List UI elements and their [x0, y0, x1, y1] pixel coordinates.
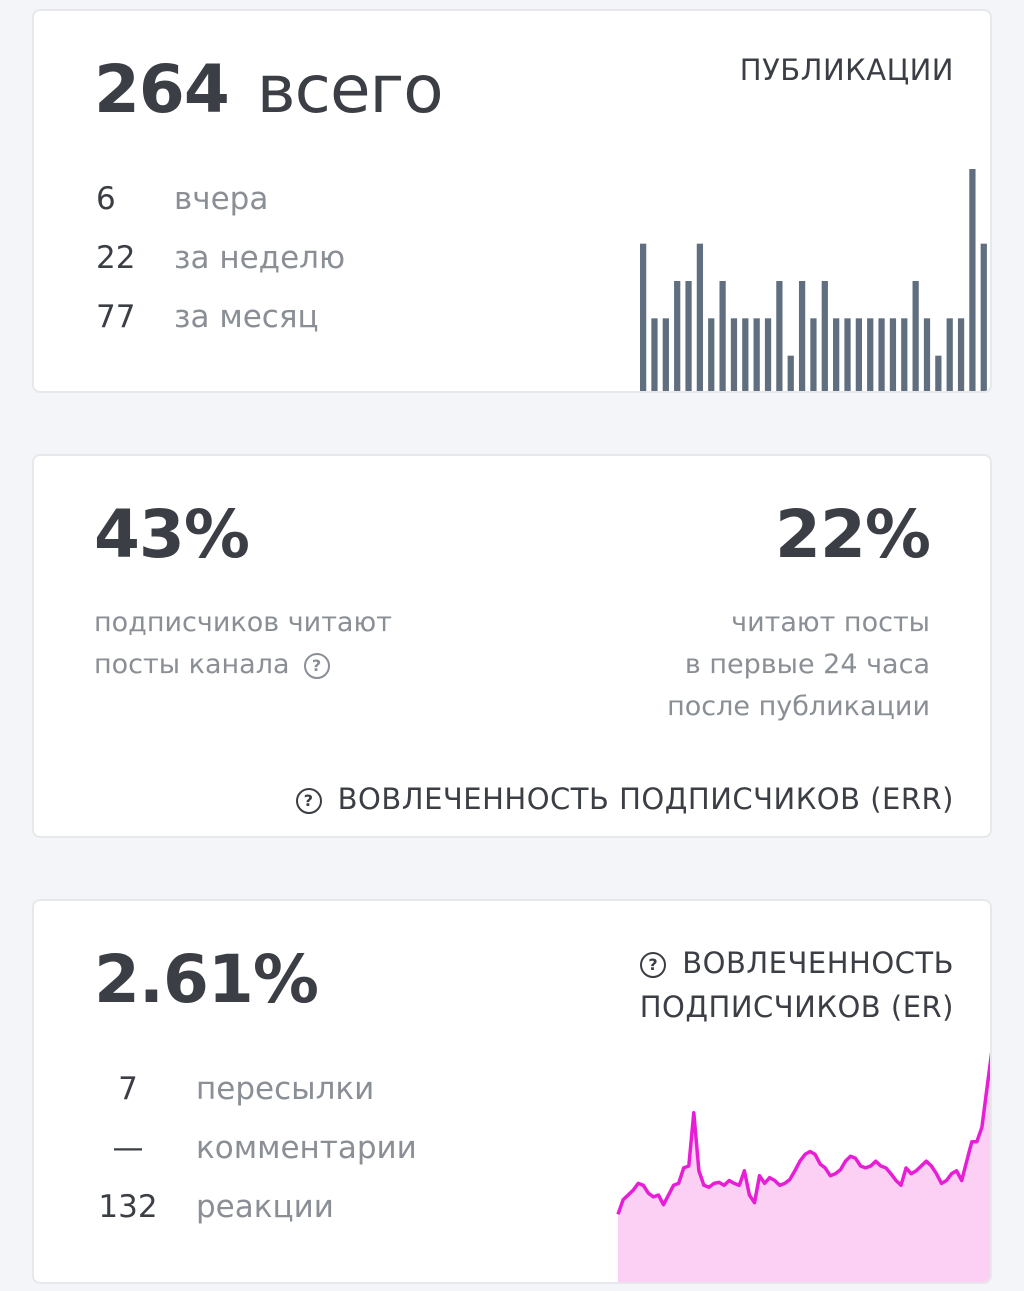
bar-21	[867, 318, 874, 391]
er-title[interactable]: ? ВОВЛЕЧЕННОСТЬ ПОДПИСЧИКОВ (ER)	[640, 941, 954, 1029]
bar-26	[923, 318, 931, 391]
bar-19	[844, 318, 851, 391]
bar-23	[889, 318, 897, 391]
bar-11	[753, 318, 760, 391]
stat-label: вчера	[174, 181, 269, 217]
reach-description: подписчиков читают посты канала?	[94, 602, 392, 686]
bar-13	[776, 281, 783, 391]
question-icon[interactable]: ?	[303, 652, 330, 679]
er-card: 2.61% ? ВОВЛЕЧЕННОСТЬ ПОДПИСЧИКОВ (ER) 7 …	[32, 899, 992, 1284]
er-title-line1-wrap: ? ВОВЛЕЧЕННОСТЬ	[640, 941, 954, 985]
bar-7	[708, 318, 715, 391]
reach-desc-line1: подписчиков читают	[94, 607, 392, 638]
publications-title: ПУБЛИКАЦИИ	[739, 53, 954, 87]
er-series-line	[616, 1051, 990, 1215]
stat-value: 22	[96, 240, 136, 276]
bar-25	[912, 281, 919, 391]
first-day-desc-line1: читают посты	[731, 607, 930, 638]
bar-20	[855, 318, 862, 391]
stat-value: 6	[96, 181, 116, 217]
stat-value: 7	[118, 1071, 138, 1107]
bar-24	[901, 318, 908, 391]
er-area-fill	[618, 1065, 990, 1282]
bar-14	[787, 355, 794, 391]
stat-value: 77	[96, 299, 136, 335]
reach-percent: 43%	[94, 496, 250, 573]
stat-label: реакции	[196, 1189, 334, 1225]
bar-17	[821, 281, 828, 391]
er-area-chart	[616, 1051, 990, 1282]
first-day-desc-line2: в первые 24 часа	[684, 649, 930, 680]
err-title[interactable]: ? ВОВЛЕЧЕННОСТЬ ПОДПИСЧИКОВ (ERR)	[295, 782, 954, 816]
bar-15	[798, 281, 806, 391]
publications-total-suffix: всего	[256, 51, 444, 128]
err-title-text: ВОВЛЕЧЕННОСТЬ ПОДПИСЧИКОВ (ERR)	[337, 782, 954, 816]
bar-30	[969, 169, 976, 391]
er-title-line1: ВОВЛЕЧЕННОСТЬ	[682, 946, 954, 980]
bar-10	[742, 318, 749, 391]
bar-12	[764, 318, 772, 391]
bar-1	[640, 243, 647, 391]
publications-card: 264 всего ПУБЛИКАЦИИ 6 вчера 22 за недел…	[32, 9, 992, 393]
first-day-percent: 22%	[775, 496, 931, 573]
bar-2	[651, 318, 658, 391]
stat-label: за месяц	[174, 299, 319, 335]
publications-total-value: 264	[94, 51, 230, 128]
first-day-desc-line3: после публикации	[667, 691, 930, 722]
first-day-description: читают посты в первые 24 часа после публ…	[667, 602, 930, 728]
bar-3	[662, 318, 669, 391]
err-card: 43% подписчиков читают посты канала? 22%…	[32, 454, 992, 838]
reach-desc-line2-wrap: посты канала?	[94, 644, 392, 686]
bar-27	[935, 355, 942, 391]
bar-5	[685, 281, 692, 391]
bar-22	[878, 318, 885, 391]
bar-31	[980, 243, 987, 391]
stat-label: за неделю	[174, 240, 346, 276]
er-percent: 2.61%	[94, 941, 319, 1018]
bar-6	[696, 243, 704, 391]
bar-4	[674, 281, 681, 391]
er-title-line2: ПОДПИСЧИКОВ (ER)	[639, 990, 954, 1024]
bar-9	[730, 318, 738, 391]
publications-total: 264 всего	[94, 51, 444, 128]
publications-bar-chart	[640, 169, 987, 391]
stat-label: пересылки	[196, 1071, 375, 1107]
reach-desc-line2: посты канала	[94, 649, 290, 680]
stat-value: 132	[98, 1189, 158, 1225]
bar-16	[810, 318, 817, 391]
question-icon[interactable]: ?	[295, 788, 322, 814]
bar-18	[833, 318, 840, 391]
question-icon[interactable]: ?	[640, 952, 667, 978]
bar-28	[946, 318, 953, 391]
bar-29	[957, 318, 965, 391]
stat-value: —	[112, 1130, 144, 1166]
stat-label: комментарии	[196, 1130, 417, 1166]
bar-8	[719, 281, 726, 391]
